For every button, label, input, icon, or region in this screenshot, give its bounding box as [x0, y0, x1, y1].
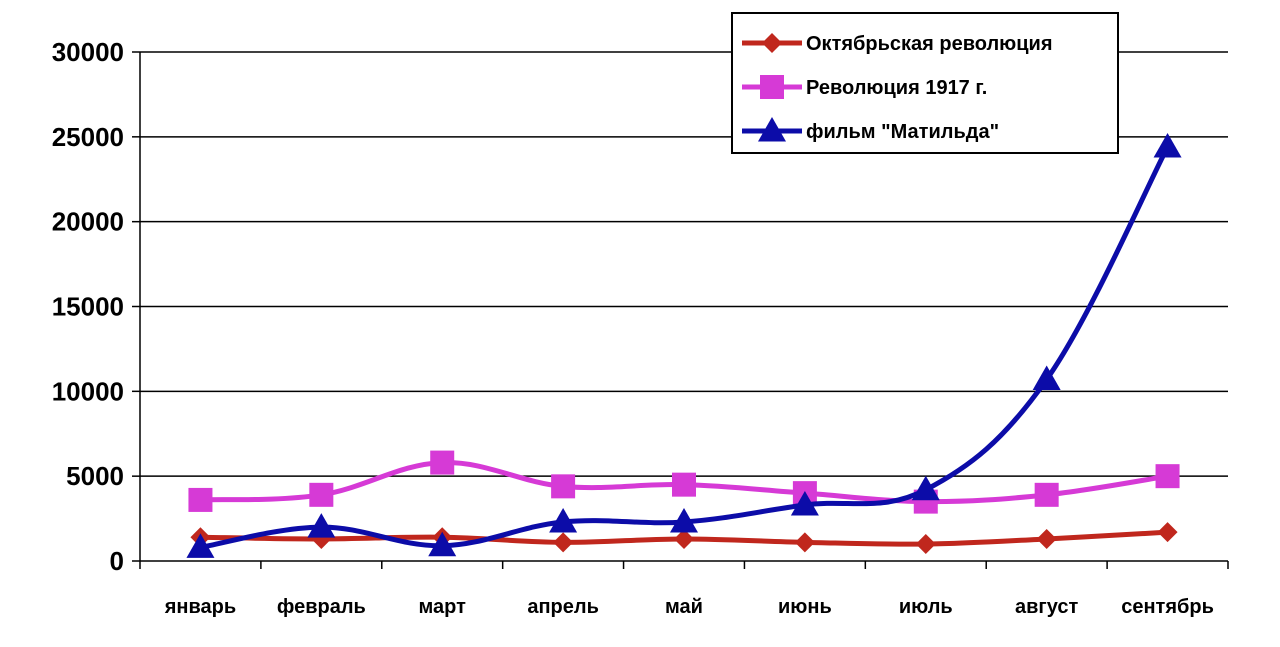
x-tick-label: август: [1015, 596, 1078, 618]
y-tick-label: 15000: [52, 292, 124, 322]
y-tick-label: 25000: [52, 122, 124, 152]
legend: Октябрьская революция Революция 1917 г. фи…: [731, 12, 1119, 154]
y-tick-label: 30000: [52, 37, 124, 67]
series-lines: [186, 133, 1182, 558]
x-tick-label: май: [665, 596, 703, 618]
data-point: [430, 450, 455, 475]
data-point: [1036, 528, 1057, 549]
data-point: [428, 531, 457, 557]
x-tick-label: март: [419, 596, 467, 618]
legend-label: Революция 1917 г.: [806, 77, 987, 99]
x-tick-label: январь: [164, 596, 236, 618]
data-point: [551, 474, 576, 499]
data-point: [911, 475, 940, 501]
gridlines: [140, 51, 1228, 477]
y-tick-label: 10000: [52, 376, 124, 406]
series-triangle: [186, 133, 1182, 558]
y-tick-label: 20000: [52, 207, 124, 237]
data-point: [915, 534, 936, 555]
data-point: [1034, 482, 1059, 507]
data-point: [553, 532, 574, 553]
data-point: [794, 532, 815, 553]
legend-label: Октябрьская революция: [806, 33, 1053, 55]
x-tick-label: апрель: [527, 596, 599, 618]
data-point: [186, 533, 215, 558]
legend-marker: [760, 75, 784, 99]
axes: 0 5000 10000 15000 20000 25000 30000 январь февр…: [52, 37, 1229, 618]
legend-marker: [758, 117, 786, 142]
legend-marker: [762, 33, 782, 53]
legend-label: фильм "Матильда": [806, 121, 999, 143]
data-point: [670, 507, 698, 533]
data-point: [309, 482, 334, 507]
x-tick-label: сентябрь: [1121, 596, 1214, 618]
y-tick-label: 0: [110, 546, 124, 576]
data-point: [1032, 365, 1061, 390]
y-tick-label: 5000: [66, 461, 124, 491]
x-tick-label: февраль: [277, 596, 366, 618]
data-point: [1155, 464, 1180, 489]
data-point: [1157, 522, 1178, 543]
data-point: [307, 513, 336, 538]
data-point: [1153, 133, 1182, 158]
x-tick-label: июль: [899, 596, 953, 618]
data-point: [674, 528, 694, 549]
data-point: [549, 507, 578, 533]
data-point: [790, 491, 819, 516]
series-square: [188, 450, 1180, 514]
data-point: [672, 472, 696, 497]
data-point: [188, 487, 213, 512]
x-tick-label: июнь: [778, 596, 832, 618]
